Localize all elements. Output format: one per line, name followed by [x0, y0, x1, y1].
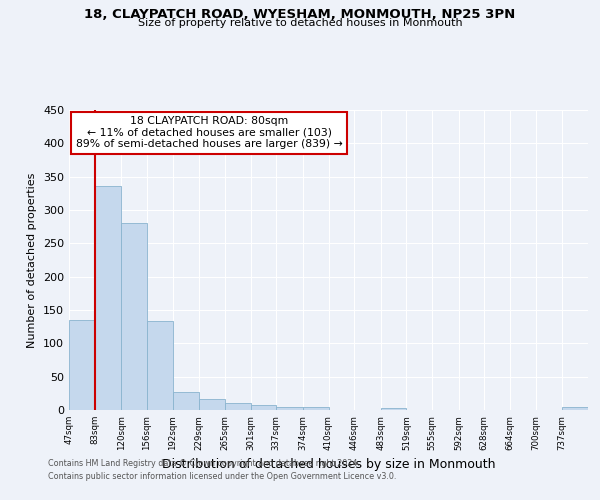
Bar — [147, 322, 173, 410]
X-axis label: Distribution of detached houses by size in Monmouth: Distribution of detached houses by size … — [162, 458, 495, 471]
Text: 18 CLAYPATCH ROAD: 80sqm
← 11% of detached houses are smaller (103)
89% of semi-: 18 CLAYPATCH ROAD: 80sqm ← 11% of detach… — [76, 116, 343, 149]
Bar — [380, 408, 406, 410]
Bar — [121, 222, 147, 410]
Bar — [173, 392, 199, 410]
Bar — [95, 186, 121, 410]
Bar — [562, 408, 588, 410]
Text: Contains public sector information licensed under the Open Government Licence v3: Contains public sector information licen… — [48, 472, 397, 481]
Text: Contains HM Land Registry data © Crown copyright and database right 2024.: Contains HM Land Registry data © Crown c… — [48, 458, 360, 468]
Text: 18, CLAYPATCH ROAD, WYESHAM, MONMOUTH, NP25 3PN: 18, CLAYPATCH ROAD, WYESHAM, MONMOUTH, N… — [85, 8, 515, 20]
Text: Size of property relative to detached houses in Monmouth: Size of property relative to detached ho… — [137, 18, 463, 28]
Y-axis label: Number of detached properties: Number of detached properties — [28, 172, 37, 348]
Bar — [277, 406, 303, 410]
Bar — [69, 320, 95, 410]
Bar — [251, 406, 277, 410]
Bar — [303, 408, 329, 410]
Bar — [225, 402, 251, 410]
Bar — [199, 400, 225, 410]
